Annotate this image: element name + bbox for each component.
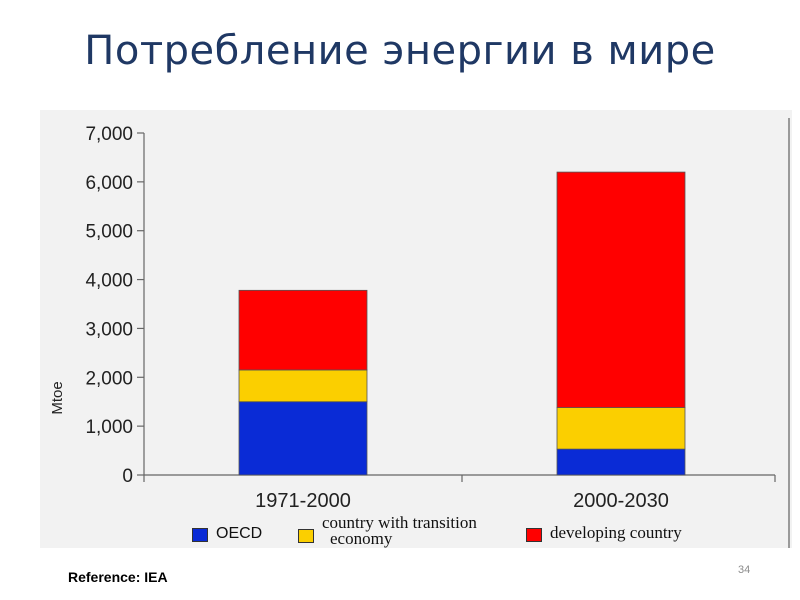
legend-label-developing: developing country	[550, 523, 682, 542]
y-tick-label: 6,000	[85, 173, 133, 194]
stacked-bar-chart: Mtoe 0 1,000 2,000 3,000 4,000 5,000 6,000 7,00…	[49, 124, 776, 510]
x-tick-label: 2000-2030	[573, 490, 669, 510]
bar-segment-transition	[238, 369, 368, 403]
legend-label-transition-line2: economy	[330, 529, 393, 548]
legend-label-oecd: OECD	[216, 525, 263, 542]
legend-swatch-oecd	[192, 528, 208, 542]
bar-segment-oecd	[556, 448, 686, 476]
bar-segment-oecd	[238, 401, 368, 476]
reference-note: Reference: IEA	[68, 569, 168, 585]
y-tick-label: 1,000	[85, 417, 133, 438]
bar-segment-developing	[556, 171, 686, 408]
y-tick-label: 0	[122, 466, 133, 487]
y-tick-label: 4,000	[85, 271, 133, 292]
y-tick-label: 5,000	[85, 222, 133, 243]
slide-number: 34	[738, 564, 751, 576]
panel-border	[788, 118, 790, 548]
x-tick-label: 1971-2000	[255, 490, 351, 510]
y-axis-label: Mtoe	[49, 381, 66, 414]
slide-title: Потребление энергии в мире	[84, 28, 716, 74]
legend-swatch-transition	[298, 529, 314, 543]
y-tick-label: 2,000	[85, 368, 133, 389]
y-tick-label: 3,000	[85, 319, 133, 340]
legend-swatch-developing	[526, 528, 542, 542]
bar-segment-developing	[238, 289, 368, 371]
legend-label-transition-line1: country with transition	[322, 513, 477, 532]
chart-legend: OECD country with transition economy dev…	[0, 513, 800, 548]
y-tick-label: 7,000	[85, 124, 133, 145]
bar-segment-transition	[556, 407, 686, 450]
